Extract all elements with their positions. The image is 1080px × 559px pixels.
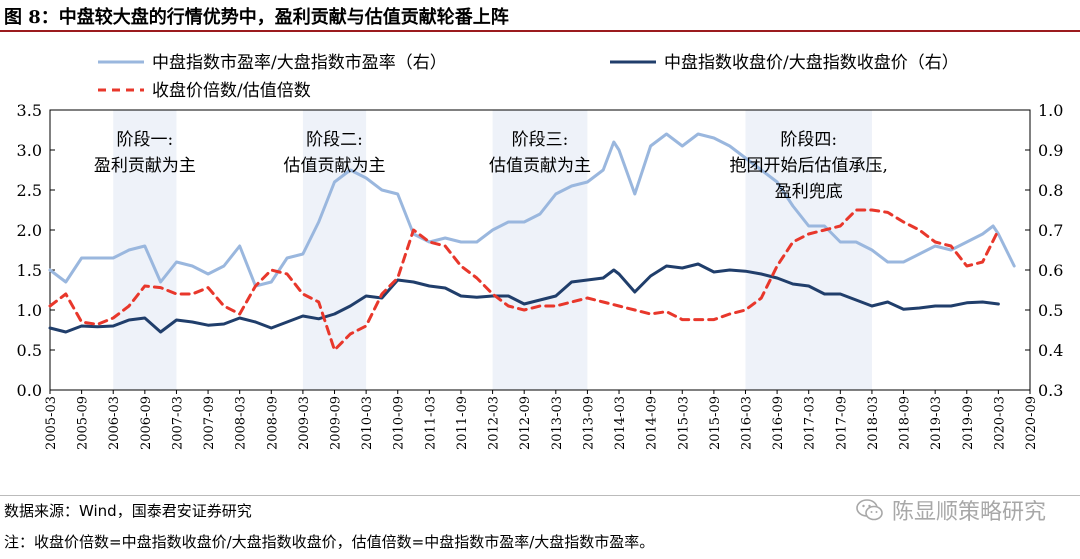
stage-label: 阶段四: [780, 130, 837, 150]
x-tick-label: 2013-09 [581, 396, 596, 450]
brand-watermark: 陈显顺策略研究 [856, 494, 1046, 526]
legend-label: 中盘指数收盘价/大盘指数收盘价（右） [664, 53, 959, 73]
x-tick-label: 2014-03 [613, 396, 628, 450]
left-tick-label: 2.5 [17, 181, 42, 200]
stage-label: 估值贡献为主 [489, 156, 591, 176]
legend-label: 收盘价倍数/估值倍数 [152, 81, 311, 101]
left-tick-label: 3.0 [17, 141, 42, 160]
left-tick-label: 0.0 [17, 381, 42, 400]
left-tick-label: 2.0 [17, 221, 42, 240]
x-tick-label: 2014-09 [645, 396, 660, 450]
formula-note: 注：收盘价倍数=中盘指数收盘价/大盘指数收盘价，估值倍数=中盘指数市盈率/大盘指… [4, 533, 655, 551]
right-tick-label: 0.4 [1038, 341, 1063, 360]
x-tick-label: 2007-09 [202, 396, 217, 450]
stage-label: 抱团开始后估值承压, [730, 156, 888, 176]
stage-band [302, 110, 367, 390]
x-tick-label: 2008-03 [234, 396, 249, 450]
stage-band [745, 110, 872, 390]
stage-label: 盈利贡献为主 [94, 156, 196, 176]
x-tick-label: 2015-09 [708, 396, 723, 450]
right-tick-label: 1.0 [1038, 101, 1063, 120]
x-tick-label: 2008-09 [265, 396, 280, 450]
right-tick-label: 0.3 [1038, 381, 1063, 400]
x-tick-label: 2011-03 [423, 396, 438, 450]
x-tick-label: 2007-03 [170, 396, 185, 450]
x-tick-label: 2013-03 [550, 396, 565, 450]
x-tick-label: 2012-09 [518, 396, 533, 450]
wechat-icon [856, 499, 883, 521]
brand-text: 陈显顺策略研究 [891, 500, 1046, 525]
x-tick-label: 2011-09 [455, 396, 470, 450]
right-tick-label: 0.9 [1038, 141, 1063, 160]
x-tick-label: 2020-03 [992, 396, 1007, 450]
x-tick-label: 2019-03 [929, 396, 944, 450]
x-tick-label: 2005-03 [44, 396, 59, 450]
left-tick-label: 3.5 [17, 101, 42, 120]
chart: 阶段一:盈利贡献为主阶段二:估值贡献为主阶段三:估值贡献为主阶段四:抱团开始后估… [17, 53, 1064, 450]
left-tick-label: 1.5 [17, 261, 42, 280]
series-line-pe-ratio [48, 132, 1016, 288]
x-tick-label: 2018-09 [898, 396, 913, 450]
x-tick-label: 2010-09 [392, 396, 407, 450]
x-tick-label: 2016-03 [739, 396, 754, 450]
x-tick-label: 2009-03 [297, 396, 312, 450]
series-line-multiple [48, 208, 1000, 352]
stage-label: 盈利兜底 [775, 182, 843, 202]
stage-label: 阶段一: [116, 130, 173, 150]
x-tick-label: 2017-09 [834, 396, 849, 450]
source-note: 数据来源：Wind，国泰君安证券研究 [4, 502, 252, 520]
x-tick-label: 2018-03 [866, 396, 881, 450]
x-tick-label: 2012-03 [487, 396, 502, 450]
x-tick-label: 2019-09 [961, 396, 976, 450]
stage-band [113, 110, 177, 390]
stage-label: 阶段三: [512, 130, 569, 150]
footer-rule [0, 495, 1080, 496]
x-tick-label: 2005-09 [76, 396, 91, 450]
right-tick-label: 0.5 [1038, 301, 1063, 320]
stage-band [492, 110, 588, 390]
left-tick-label: 0.5 [17, 341, 42, 360]
right-tick-label: 0.8 [1038, 181, 1063, 200]
legend-label: 中盘指数市盈率/大盘指数市盈率（右） [152, 53, 447, 73]
left-tick-label: 1.0 [17, 301, 42, 320]
x-tick-label: 2016-09 [771, 396, 786, 450]
stage-label: 估值贡献为主 [284, 156, 386, 176]
plot-frame [49, 109, 1031, 391]
right-tick-label: 0.7 [1038, 221, 1063, 240]
x-tick-label: 2010-03 [360, 396, 375, 450]
x-tick-label: 2006-09 [139, 396, 154, 450]
x-tick-label: 2017-03 [803, 396, 818, 450]
x-tick-label: 2006-03 [107, 396, 122, 450]
title-rule [0, 30, 1080, 32]
right-tick-label: 0.6 [1038, 261, 1063, 280]
figure-title: 图 8：中盘较大盘的行情优势中，盈利贡献与估值贡献轮番上阵 [4, 7, 509, 28]
x-tick-label: 2020-09 [1024, 396, 1039, 450]
series-line-close-ratio [48, 262, 1000, 334]
x-tick-label: 2015-03 [676, 396, 691, 450]
x-tick-label: 2009-09 [329, 396, 344, 450]
stage-label: 阶段二: [306, 130, 363, 150]
